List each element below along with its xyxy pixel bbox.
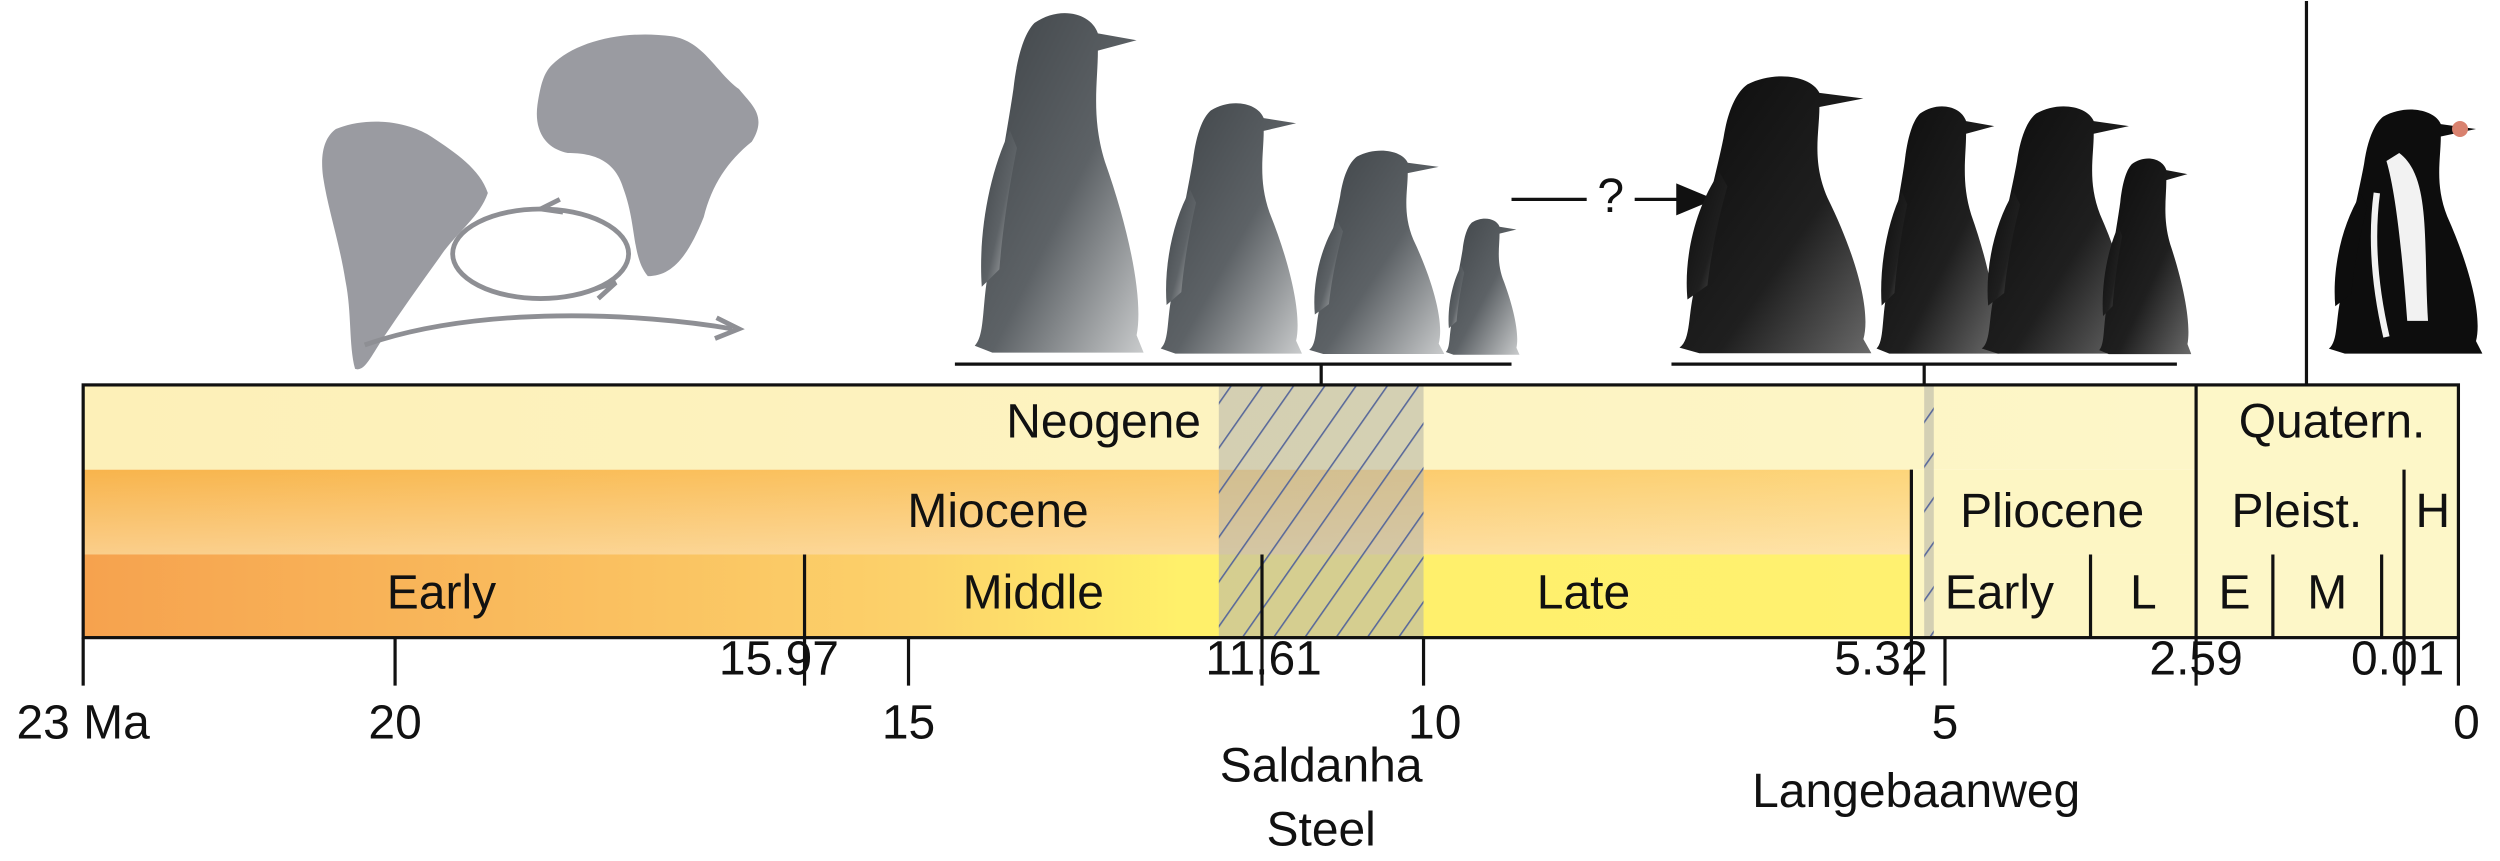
tick-label: 15	[882, 696, 935, 749]
fossil-penguins	[974, 13, 1520, 355]
langebaanweg-penguins	[1679, 76, 2192, 355]
tick-label: 0	[2453, 696, 2480, 749]
site-label: Langebaanweg	[1752, 765, 2080, 818]
boundary-label: 11.61	[1205, 632, 1321, 685]
boundary-label: 2.59	[2149, 632, 2242, 685]
tick-label: 23 Ma	[17, 696, 151, 749]
tick-label: 10	[1408, 696, 1461, 749]
transition-arrow	[1511, 183, 1715, 216]
age-label: E	[2218, 567, 2250, 620]
epoch-label: H	[2415, 485, 2450, 538]
boundary-label: 15.97	[719, 632, 839, 685]
epoch-label: Pleist.	[2232, 485, 2363, 538]
period-label: Quatern.	[2239, 396, 2426, 449]
arrow-label: ?	[1597, 170, 1624, 223]
tick-label: 5	[1932, 696, 1959, 749]
modern-penguin	[2328, 109, 2483, 354]
boundary-label: 5.32	[1834, 632, 1927, 685]
period-label: Neogene	[1006, 396, 1201, 449]
dispersal-arrows	[363, 197, 745, 348]
epoch-label: Miocene	[907, 485, 1088, 538]
age-label: L	[2130, 567, 2157, 620]
continent-map	[322, 34, 759, 370]
tick-label: 20	[368, 696, 421, 749]
epoch-label: Pliocene	[1960, 485, 2144, 538]
age-label: M	[2307, 567, 2347, 620]
age-label: Early	[1945, 567, 2054, 620]
boundary-label: 0.01	[2351, 632, 2444, 685]
site-label: Saldanha	[1220, 739, 1423, 792]
site-label: Steel	[1267, 803, 1376, 856]
age-label: Middle	[963, 567, 1104, 620]
timescale	[81, 383, 2461, 640]
age-label: Late	[1537, 567, 1630, 620]
age-label: Early	[387, 567, 496, 620]
axis-ticks	[81, 637, 2461, 686]
